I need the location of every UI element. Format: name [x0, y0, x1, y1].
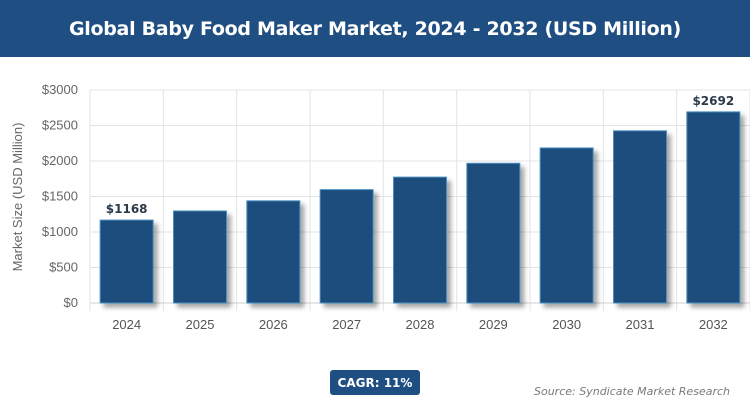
x-tick-label: 2027	[332, 317, 361, 332]
source-note: Source: Syndicate Market Research	[534, 385, 730, 398]
data-label: $1168	[106, 202, 148, 216]
y-tick-label: $2500	[42, 118, 78, 133]
y-tick-label: $1000	[42, 224, 78, 239]
y-tick-label: $1500	[42, 189, 78, 204]
data-label: $2692	[692, 94, 734, 108]
bar-2024	[99, 219, 154, 304]
x-tick-label: 2026	[259, 317, 288, 332]
y-tick-label: $3000	[42, 82, 78, 97]
bar-chart: $0 $500 $1000 $1500 $2000 $2500 $3000 2024 $1168…	[10, 82, 750, 332]
x-tick-label: 2024	[112, 317, 141, 332]
bar-2029	[466, 162, 521, 304]
x-tick-label: 2025	[186, 317, 215, 332]
bar-2028	[393, 176, 447, 304]
bar-2026	[246, 200, 301, 304]
bar-2030	[539, 147, 594, 304]
x-tick-label: 2029	[479, 317, 508, 332]
y-tick-label: $2000	[42, 153, 78, 168]
bar-2031	[613, 130, 667, 304]
bar-2025	[173, 210, 227, 304]
y-axis-label: Market Size (USD Million)	[10, 123, 25, 272]
bar-2027	[319, 189, 374, 304]
bar-2032	[686, 111, 741, 304]
chart-title: Global Baby Food Maker Market, 2024 - 20…	[0, 0, 750, 57]
y-tick-label: $500	[49, 260, 78, 275]
x-tick-label: 2032	[699, 317, 728, 332]
x-tick-label: 2028	[406, 317, 435, 332]
cagr-badge: CAGR: 11%	[330, 370, 420, 395]
x-tick-label: 2031	[626, 317, 655, 332]
y-tick-label: $0	[64, 295, 78, 310]
x-tick-label: 2030	[552, 317, 581, 332]
